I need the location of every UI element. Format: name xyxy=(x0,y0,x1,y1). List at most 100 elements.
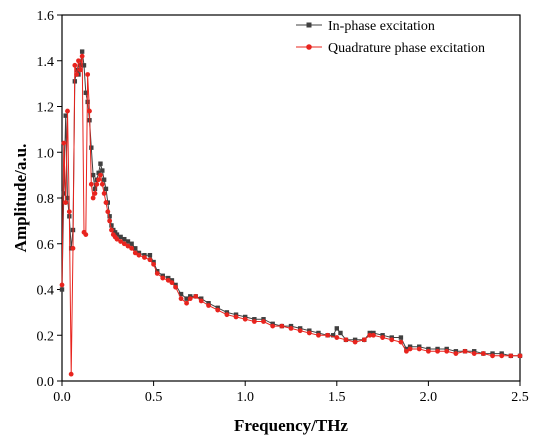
x-axis-title: Frequency/THz xyxy=(234,416,348,435)
data-point xyxy=(407,346,413,352)
data-point xyxy=(398,339,404,345)
data-point xyxy=(98,172,103,178)
data-point xyxy=(453,351,459,356)
data-point xyxy=(206,303,211,308)
data-point xyxy=(74,72,80,77)
data-point xyxy=(100,168,105,173)
data-point xyxy=(96,170,101,176)
data-point xyxy=(63,200,69,205)
data-point xyxy=(404,348,409,354)
data-point xyxy=(87,108,92,114)
y-tick-label: 0.8 xyxy=(37,192,55,207)
data-point xyxy=(389,337,395,343)
data-point xyxy=(99,181,105,187)
data-point xyxy=(242,316,248,322)
data-point xyxy=(147,257,153,263)
data-point xyxy=(109,227,114,233)
y-tick-label: 1.4 xyxy=(37,55,55,70)
legend: In-phase excitation Quadrature phase exci… xyxy=(296,19,485,56)
data-point xyxy=(490,353,495,359)
data-point xyxy=(118,234,123,240)
data-point xyxy=(122,236,127,242)
data-point xyxy=(508,353,514,359)
data-point xyxy=(325,332,331,338)
x-tick-label: 1.5 xyxy=(328,390,346,405)
data-point xyxy=(233,314,239,320)
y-tick-label: 1.2 xyxy=(37,101,55,116)
data-point xyxy=(178,296,184,302)
series-line xyxy=(61,51,520,357)
data-point xyxy=(169,280,175,286)
data-point xyxy=(125,239,131,244)
data-point xyxy=(371,332,376,338)
data-point xyxy=(59,287,65,292)
data-point xyxy=(61,140,67,146)
data-point xyxy=(59,282,65,288)
data-point xyxy=(165,277,171,283)
data-point xyxy=(63,113,68,118)
data-point xyxy=(224,312,230,318)
data-point xyxy=(101,191,107,196)
data-point xyxy=(129,245,135,251)
data-point xyxy=(129,241,134,246)
data-point xyxy=(118,239,124,244)
legend-label: In-phase excitation xyxy=(328,19,435,34)
data-point xyxy=(90,195,96,201)
data-point xyxy=(125,243,131,249)
data-point xyxy=(435,348,440,354)
data-point xyxy=(103,200,109,205)
data-point xyxy=(173,284,178,290)
data-point xyxy=(107,218,113,224)
data-point xyxy=(96,177,102,183)
data-point xyxy=(89,145,94,150)
data-point xyxy=(83,232,89,238)
data-point xyxy=(334,326,339,331)
data-point xyxy=(184,300,189,306)
legend-label: Quadrature phase excitation xyxy=(328,41,485,56)
data-point xyxy=(338,330,343,336)
data-point xyxy=(109,223,114,228)
data-point xyxy=(499,353,505,359)
data-point xyxy=(92,186,98,192)
y-tick-label: 1.6 xyxy=(37,9,55,24)
data-point xyxy=(380,335,385,340)
data-point xyxy=(83,90,89,95)
x-axis-ticks: 0.0 0.5 1.0 1.5 2.0 2.5 xyxy=(53,381,529,405)
data-point xyxy=(198,298,204,304)
data-point xyxy=(193,293,199,299)
y-tick-label: 0.0 xyxy=(37,375,55,390)
data-point xyxy=(215,307,221,313)
data-point xyxy=(270,323,276,329)
y-axis-ticks: 0.0 0.2 0.4 0.6 0.8 1.0 1.2 1.4 1.6 xyxy=(37,9,62,390)
data-point xyxy=(107,214,112,219)
y-tick-label: 1.0 xyxy=(37,146,55,161)
data-point xyxy=(68,371,74,377)
data-point xyxy=(133,246,138,251)
data-point xyxy=(92,191,98,196)
data-point xyxy=(78,63,83,68)
data-point xyxy=(114,236,120,242)
data-point xyxy=(154,271,160,276)
data-point xyxy=(343,337,349,343)
series-2 xyxy=(59,53,523,377)
data-point xyxy=(279,323,285,329)
data-point xyxy=(65,195,70,201)
legend-item: In-phase excitation xyxy=(296,19,435,34)
data-point xyxy=(444,348,450,354)
data-point xyxy=(101,177,107,182)
data-point xyxy=(132,250,138,256)
y-tick-label: 0.6 xyxy=(37,238,55,253)
data-point xyxy=(142,255,147,260)
data-point xyxy=(361,337,367,343)
data-point xyxy=(462,348,468,354)
data-point xyxy=(98,161,103,166)
data-point xyxy=(114,232,120,237)
data-point xyxy=(66,209,72,215)
data-point xyxy=(72,62,78,68)
data-point xyxy=(306,330,312,336)
x-tick-label: 0.0 xyxy=(53,390,71,405)
data-point xyxy=(112,230,118,235)
data-point xyxy=(316,332,321,338)
